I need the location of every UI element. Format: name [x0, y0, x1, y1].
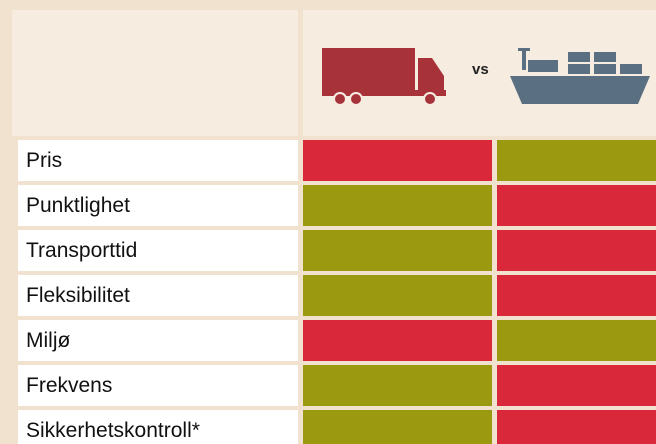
rating-cell — [303, 275, 492, 316]
rating-cell — [497, 410, 656, 444]
truck-icon — [322, 48, 446, 106]
rating-cell — [497, 365, 656, 406]
header-empty-cell — [12, 10, 298, 136]
row-label-cell — [18, 410, 298, 444]
rating-cell — [303, 230, 492, 271]
row-label-cell — [18, 140, 298, 181]
row-label: Fleksibilitet — [26, 284, 130, 307]
rating-cell — [497, 140, 656, 181]
rating-cell — [303, 365, 492, 406]
rating-cell — [303, 410, 492, 444]
row-label-cell — [18, 365, 298, 406]
row-label: Pris — [26, 149, 62, 172]
vs-label: vs — [472, 61, 489, 78]
row-label: Frekvens — [26, 374, 112, 397]
rows: Pris Punktlighet Transporttid Fleksibilitet… — [18, 140, 656, 444]
rating-cell — [303, 140, 492, 181]
row-label-cell — [18, 230, 298, 271]
row-label: Miljø — [26, 329, 70, 352]
row-label-cell — [18, 185, 298, 226]
row-label: Sikkerhetskontroll* — [26, 419, 200, 442]
rating-cell — [303, 320, 492, 361]
ship-icon — [510, 48, 650, 104]
row-label-cell — [18, 320, 298, 361]
rating-cell — [303, 185, 492, 226]
row-label: Punktlighet — [26, 194, 130, 217]
row-label-cell — [18, 275, 298, 316]
rating-cell — [497, 230, 656, 271]
rating-cell — [497, 320, 656, 361]
row-label: Transporttid — [26, 239, 137, 262]
rating-cell — [497, 275, 656, 316]
rating-cell — [497, 185, 656, 226]
